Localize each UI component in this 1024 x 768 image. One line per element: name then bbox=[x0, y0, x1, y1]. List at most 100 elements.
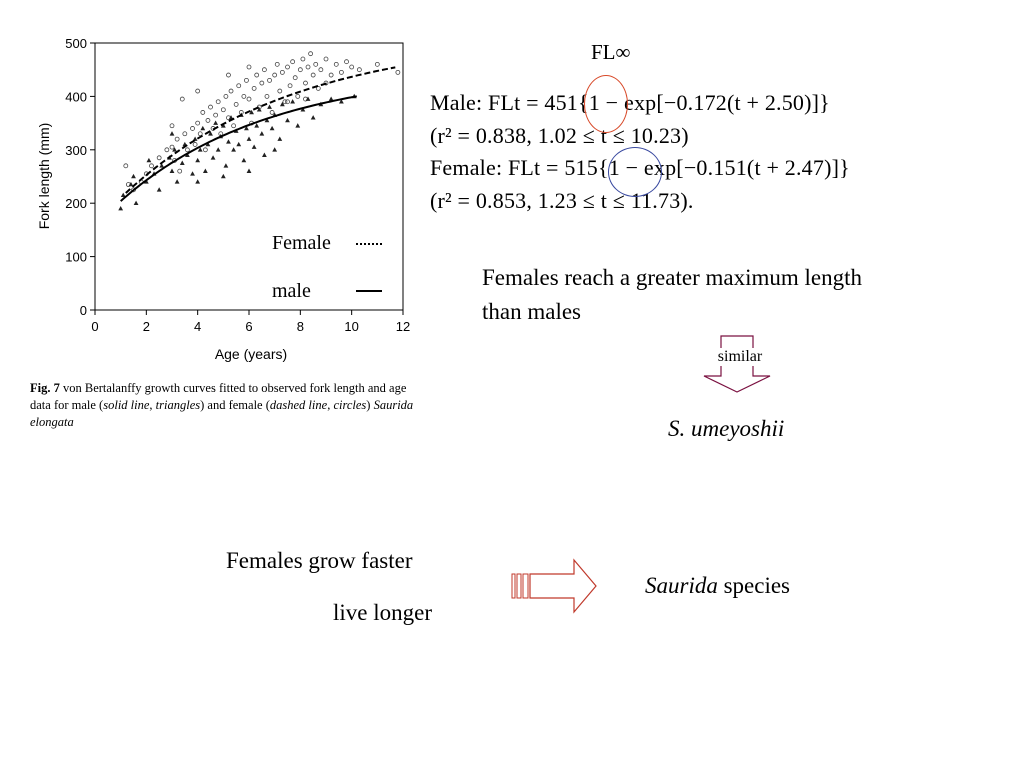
female-data-point bbox=[215, 99, 221, 105]
male-data-point bbox=[226, 139, 231, 144]
female-data-point bbox=[192, 142, 198, 147]
male-data-point bbox=[210, 155, 216, 160]
male-data-point bbox=[277, 136, 283, 141]
female-data-point bbox=[244, 77, 249, 83]
male-data-point bbox=[244, 125, 249, 131]
x-tick-label: 0 bbox=[91, 319, 98, 334]
male-fit-range: (r² = 0.838, 1.02 ≤ t ≤ 10.23) bbox=[430, 123, 689, 148]
male-data-point bbox=[256, 107, 262, 112]
female-data-point bbox=[149, 163, 154, 169]
female-data-point bbox=[220, 107, 226, 113]
female-data-point bbox=[297, 67, 303, 73]
female-data-point bbox=[272, 72, 278, 78]
male-data-point bbox=[205, 141, 211, 147]
male-data-point bbox=[264, 117, 270, 123]
male-data-point bbox=[202, 168, 208, 173]
female-data-point bbox=[190, 126, 195, 131]
male-data-point bbox=[246, 168, 252, 173]
x-tick-label: 6 bbox=[245, 319, 252, 334]
female-data-point bbox=[344, 59, 349, 65]
female-data-point bbox=[328, 72, 334, 78]
legend-female-line bbox=[356, 243, 382, 245]
male-data-point bbox=[279, 101, 285, 107]
caption-italic: Saurida elongata bbox=[30, 398, 414, 429]
male-data-point bbox=[262, 152, 267, 157]
male-data-point bbox=[118, 205, 124, 211]
chart-axes: 0 2 4 6 8 10 12 0 100 200 300 400 500 bbox=[65, 36, 410, 334]
max-length-statement-line1: Females reach a greater maximum length bbox=[482, 265, 862, 290]
caption-italic: dashed line bbox=[269, 398, 328, 412]
female-data-point bbox=[269, 110, 275, 115]
female-data-point bbox=[264, 94, 270, 99]
male-data-point bbox=[169, 168, 175, 173]
male-data-point bbox=[174, 179, 180, 184]
y-tick-label: 400 bbox=[65, 89, 87, 104]
female-data-point bbox=[177, 168, 183, 174]
male-data-point bbox=[241, 157, 247, 163]
s-umeyoshii-label: S. umeyoshii bbox=[668, 416, 785, 441]
y-tick-label: 100 bbox=[65, 250, 87, 265]
figure-caption: Fig. 7 von Bertalanffy growth curves fit… bbox=[30, 380, 430, 431]
male-data-point bbox=[246, 136, 252, 141]
male-data-point bbox=[195, 157, 201, 163]
female-data-point bbox=[205, 118, 211, 123]
male-data-point bbox=[169, 131, 175, 136]
female-data-point bbox=[200, 110, 206, 115]
male-data-point bbox=[200, 125, 206, 131]
y-tick-label: 500 bbox=[65, 36, 87, 51]
chart-curves bbox=[120, 66, 396, 202]
male-data-point bbox=[156, 187, 162, 192]
caption-italic: circles bbox=[333, 398, 367, 412]
female-data-point bbox=[305, 64, 311, 70]
plot-frame bbox=[94, 42, 404, 311]
female-data-point bbox=[356, 67, 362, 73]
female-data-point bbox=[285, 99, 290, 105]
female-data-point bbox=[338, 69, 344, 75]
male-data-point bbox=[269, 125, 275, 131]
female-data-point bbox=[277, 88, 283, 94]
female-data-point bbox=[246, 96, 252, 102]
female-data-point bbox=[228, 88, 234, 94]
female-data-point bbox=[174, 136, 180, 142]
male-data-point bbox=[195, 179, 201, 184]
female-data-point bbox=[308, 51, 314, 57]
male-growth-curve bbox=[120, 95, 357, 202]
female-data-point bbox=[195, 120, 201, 126]
male-data-point bbox=[133, 200, 139, 205]
x-tick-label: 10 bbox=[344, 319, 358, 334]
female-data-point bbox=[292, 75, 298, 81]
male-data-point bbox=[131, 173, 136, 179]
live-longer-label: live longer bbox=[333, 600, 432, 625]
male-data-point bbox=[328, 96, 334, 101]
y-tick-label: 300 bbox=[65, 143, 87, 158]
female-fit-range: (r² = 0.853, 1.23 ≤ t ≤ 11.73). bbox=[430, 188, 694, 213]
female-data-point bbox=[282, 99, 288, 105]
female-data-point bbox=[267, 77, 272, 83]
y-tick-label: 0 bbox=[80, 303, 87, 318]
male-data-point bbox=[208, 131, 213, 136]
similar-label: similar bbox=[700, 348, 780, 366]
male-data-point bbox=[251, 144, 257, 149]
female-data-point bbox=[290, 59, 296, 65]
x-tick-label: 12 bbox=[396, 319, 410, 334]
x-tick-label: 2 bbox=[143, 319, 150, 334]
female-data-point bbox=[333, 61, 339, 67]
female-data-point bbox=[285, 64, 290, 70]
caption-text: ) and female ( bbox=[200, 398, 270, 412]
male-data-point bbox=[295, 123, 301, 128]
female-data-point bbox=[231, 123, 237, 129]
male-data-point bbox=[223, 163, 229, 168]
female-data-point bbox=[202, 147, 208, 153]
female-data-point bbox=[179, 96, 185, 102]
caption-text: , bbox=[327, 398, 334, 412]
male-data-point bbox=[236, 141, 242, 147]
grow-faster-label: Females grow faster bbox=[226, 548, 413, 573]
female-data-point bbox=[233, 102, 239, 107]
male-data-point bbox=[339, 99, 344, 104]
female-data-point bbox=[208, 104, 213, 110]
legend-male-label: male bbox=[272, 280, 311, 302]
female-data-point bbox=[213, 112, 219, 118]
male-data-point bbox=[272, 147, 278, 152]
female-data-point bbox=[223, 94, 229, 99]
female-data-point bbox=[279, 69, 285, 75]
